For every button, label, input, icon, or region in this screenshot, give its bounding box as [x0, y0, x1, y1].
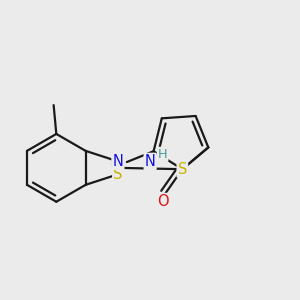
- Text: N: N: [145, 154, 156, 169]
- Text: N: N: [112, 154, 123, 169]
- Text: S: S: [178, 162, 187, 177]
- Text: O: O: [157, 194, 169, 209]
- Text: H: H: [158, 148, 167, 161]
- Text: S: S: [113, 167, 123, 182]
